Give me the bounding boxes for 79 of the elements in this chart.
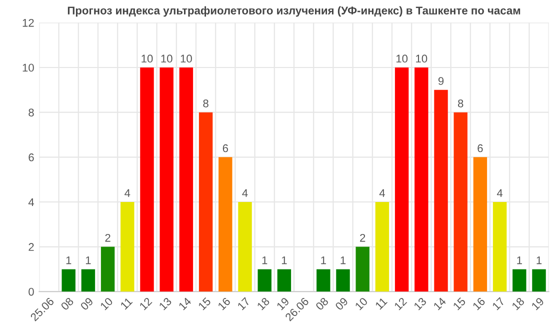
data-label: 4 xyxy=(496,189,503,197)
x-tick-label: 11 xyxy=(120,297,133,310)
data-label: 2 xyxy=(105,234,110,242)
bar xyxy=(336,269,350,292)
x-tick-label: 16 xyxy=(472,297,486,310)
x-tick-label: 14 xyxy=(178,296,192,310)
data-label: 10 xyxy=(161,54,172,63)
data-label: 9 xyxy=(438,77,444,85)
data-label: 1 xyxy=(517,256,522,264)
x-tick-label: 15 xyxy=(198,297,212,310)
data-label: 1 xyxy=(86,256,91,264)
y-tick-label: 8 xyxy=(28,108,34,116)
bar xyxy=(238,202,252,292)
bar xyxy=(198,112,213,292)
data-label: 10 xyxy=(142,54,153,63)
y-tick-label: 12 xyxy=(22,18,34,27)
data-label: 6 xyxy=(478,144,483,152)
y-tick-label: 10 xyxy=(22,64,34,72)
x-tick-label: 18 xyxy=(256,297,270,310)
data-label: 4 xyxy=(379,189,385,197)
y-tick-label: 4 xyxy=(28,198,34,206)
x-tick-label: 14 xyxy=(433,296,446,310)
bar xyxy=(454,112,468,292)
data-label: 1 xyxy=(536,256,542,264)
y-tick-label: 2 xyxy=(28,243,34,251)
y-tick-label: 0 xyxy=(28,288,34,296)
bar xyxy=(140,68,154,292)
data-label: 1 xyxy=(282,256,287,264)
data-label: 6 xyxy=(222,144,228,152)
data-label: 10 xyxy=(396,54,408,63)
bar xyxy=(62,269,76,292)
data-label: 4 xyxy=(124,189,130,197)
x-tick-label: 18 xyxy=(511,297,525,310)
x-tick-label: 10 xyxy=(354,296,368,310)
x-tick-label: 17 xyxy=(492,297,506,310)
x-tick-label: 12 xyxy=(139,297,152,310)
bar xyxy=(100,246,115,292)
bar xyxy=(356,246,370,292)
x-tick-label: 13 xyxy=(413,297,427,310)
y-tick-label: 6 xyxy=(28,153,34,162)
bar xyxy=(179,68,194,292)
x-tick-label: 17 xyxy=(237,297,250,310)
data-label: 10 xyxy=(416,54,428,63)
bar xyxy=(394,68,409,292)
data-label: 1 xyxy=(262,256,268,264)
bar xyxy=(277,269,292,292)
data-label: 2 xyxy=(360,234,366,242)
bar xyxy=(316,269,330,292)
bar xyxy=(81,269,96,292)
data-label: 4 xyxy=(242,189,248,197)
bar xyxy=(434,90,448,292)
x-tick-label: 08 xyxy=(315,297,329,311)
data-label: 10 xyxy=(180,54,192,63)
x-tick-label: 09 xyxy=(80,297,94,311)
bar xyxy=(512,269,526,292)
data-label: 1 xyxy=(321,256,326,264)
data-label: 1 xyxy=(66,256,72,264)
data-label: 8 xyxy=(203,99,208,108)
x-tick-label: 12 xyxy=(394,297,408,310)
x-tick-label: 10 xyxy=(100,296,114,310)
x-tick-label: 08 xyxy=(60,297,74,311)
bar xyxy=(492,202,507,292)
x-tick-label: 19 xyxy=(531,297,544,310)
x-tick-label: 13 xyxy=(158,297,172,310)
data-label: 1 xyxy=(340,256,346,264)
data-label: 8 xyxy=(458,99,464,108)
chart-title: Прогноз индекса ультрафиолетового излучения (УФ-индекс) в Ташкенте по часам xyxy=(68,6,520,17)
bar xyxy=(532,269,546,292)
bar xyxy=(375,202,390,292)
x-tick-label: 16 xyxy=(217,297,231,310)
x-tick-label: 11 xyxy=(374,297,388,310)
bar xyxy=(120,202,134,292)
bar xyxy=(473,157,488,292)
bar xyxy=(218,157,232,292)
bar xyxy=(414,68,428,292)
bar xyxy=(258,269,272,292)
x-tick-label: 09 xyxy=(334,297,348,311)
x-tick-label: 15 xyxy=(452,297,466,310)
bar xyxy=(160,68,174,292)
